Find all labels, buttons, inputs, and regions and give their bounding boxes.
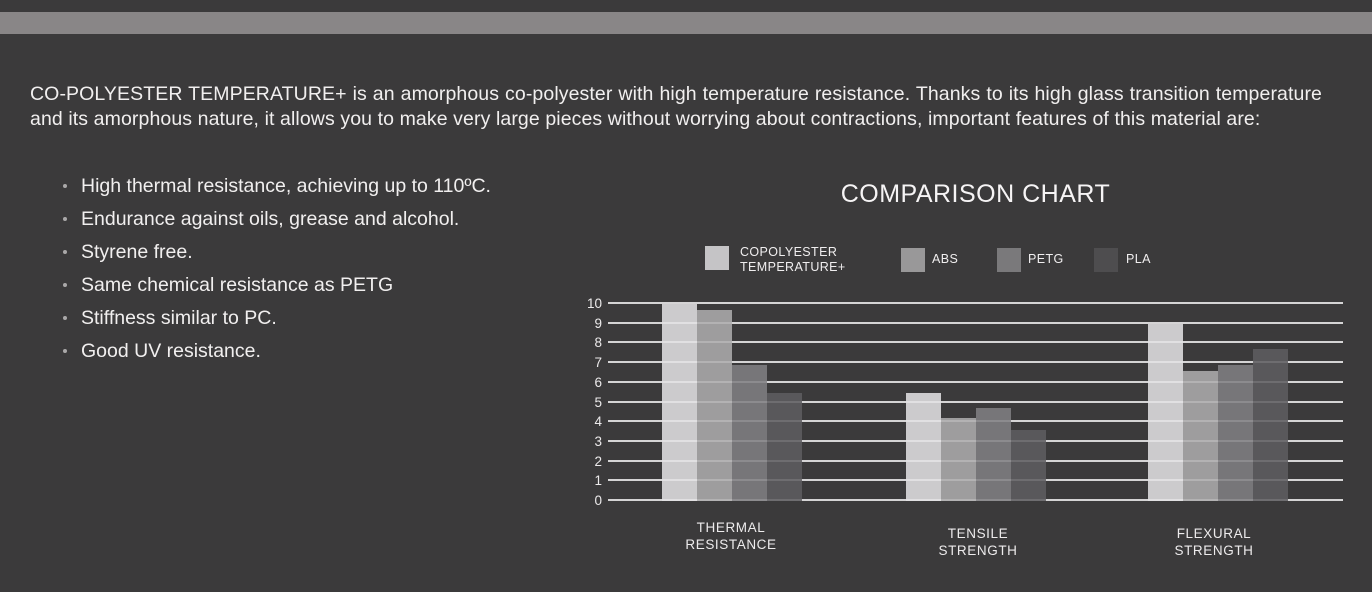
top-gray-bar <box>0 12 1372 34</box>
bar-abs <box>1183 370 1218 501</box>
plot-area <box>608 302 1343 501</box>
y-axis-label: 0 <box>594 493 602 508</box>
bar-copolyester <box>906 392 941 501</box>
feature-item: Endurance against oils, grease and alcoh… <box>62 209 491 229</box>
gridline <box>608 321 1343 324</box>
legend-label: COPOLYESTER TEMPERATURE+ <box>740 245 846 274</box>
bar-petg <box>976 408 1011 501</box>
bar-abs <box>697 309 732 501</box>
category-label: THERMAL RESISTANCE <box>685 520 777 552</box>
feature-item-text: Stiffness similar to PC. <box>81 307 277 329</box>
y-axis-label: 5 <box>594 394 602 410</box>
y-axis-label: 4 <box>594 414 602 430</box>
legend-swatch-abs <box>901 248 925 272</box>
bar-abs <box>941 418 976 501</box>
legend-label: PLA <box>1126 252 1151 266</box>
y-axis-label: 7 <box>594 355 602 371</box>
gridline <box>608 302 1343 304</box>
gridline <box>608 341 1343 344</box>
y-axis-label: 9 <box>594 315 602 331</box>
feature-item-text: Endurance against oils, grease and alcoh… <box>81 208 460 230</box>
category-label: TENSILE STRENGTH <box>938 526 1018 558</box>
legend-swatch-pla <box>1094 248 1118 272</box>
y-axis-label: 3 <box>594 433 602 449</box>
chart-title: COMPARISON CHART <box>840 180 1111 208</box>
bar-copolyester <box>662 304 697 501</box>
y-axis-label: 1 <box>594 473 602 489</box>
feature-list: High thermal resistance, achieving up to… <box>62 176 491 374</box>
y-axis-label: 6 <box>594 374 602 390</box>
bar-petg <box>732 365 767 501</box>
feature-item: Styrene free. <box>62 242 491 262</box>
bar-petg <box>1218 365 1253 501</box>
legend-swatch-petg <box>997 248 1021 272</box>
legend-label: ABS <box>932 252 959 266</box>
bar-copolyester <box>1148 323 1183 501</box>
y-axis-label: 10 <box>586 296 602 311</box>
legend-swatch-copolyester <box>705 246 729 270</box>
category-label: FLEXURAL STRENGTH <box>1174 526 1254 558</box>
bar-pla <box>767 392 802 501</box>
bar-pla <box>1253 349 1288 501</box>
y-axis-label: 8 <box>594 335 602 351</box>
feature-item-text: High thermal resistance, achieving up to… <box>81 175 491 197</box>
feature-item-text: Styrene free. <box>81 241 193 263</box>
intro-paragraph: CO-POLYESTER TEMPERATURE+ is an amorphou… <box>30 82 1322 130</box>
feature-item: High thermal resistance, achieving up to… <box>62 176 491 196</box>
feature-item: Stiffness similar to PC. <box>62 308 491 328</box>
legend-label: PETG <box>1028 252 1064 266</box>
gridline <box>608 380 1343 383</box>
gridline <box>608 361 1343 364</box>
feature-item: Same chemical resistance as PETG <box>62 275 491 295</box>
y-axis-label: 2 <box>594 453 602 469</box>
feature-item: Good UV resistance. <box>62 341 491 361</box>
feature-item-text: Same chemical resistance as PETG <box>81 274 394 296</box>
gridline <box>608 400 1343 403</box>
bar-pla <box>1011 430 1046 501</box>
feature-item-text: Good UV resistance. <box>81 340 261 362</box>
